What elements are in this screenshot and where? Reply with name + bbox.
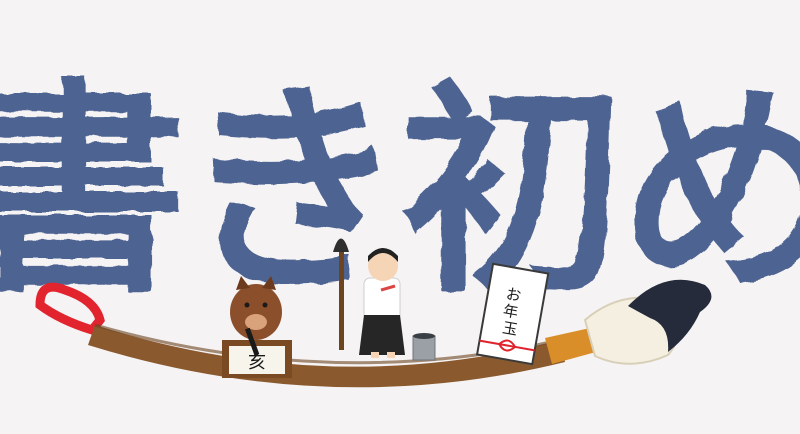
envelope-label: お 年 玉 <box>499 285 528 340</box>
boar-icon <box>230 276 282 356</box>
title-text: 書き初め <box>0 60 800 324</box>
paper-character: 亥 <box>248 352 266 373</box>
ink-bucket-icon <box>412 333 436 361</box>
calligraphy-paper-icon: 亥 <box>222 340 292 378</box>
boy-with-brush-icon <box>333 238 405 358</box>
envelope-char-1: お <box>505 285 523 305</box>
envelope-char-3: 玉 <box>501 319 519 339</box>
otoshidama-envelope-icon: お 年 玉 <box>475 262 550 366</box>
envelope-char-2: 年 <box>502 301 520 321</box>
